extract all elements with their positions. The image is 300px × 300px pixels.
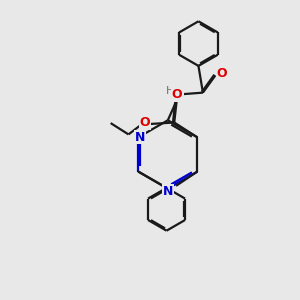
Text: O: O [171,88,182,101]
Text: N: N [163,184,173,197]
Text: N: N [173,86,183,99]
Text: O: O [140,116,150,129]
Text: N: N [134,131,145,144]
Text: H: H [166,86,174,96]
Text: O: O [217,68,227,80]
